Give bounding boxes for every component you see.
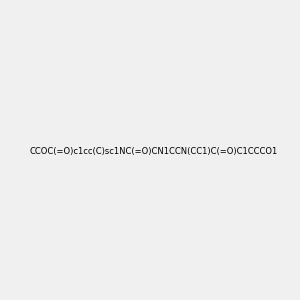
Text: CCOC(=O)c1cc(C)sc1NC(=O)CN1CCN(CC1)C(=O)C1CCCO1: CCOC(=O)c1cc(C)sc1NC(=O)CN1CCN(CC1)C(=O)… bbox=[30, 147, 278, 156]
